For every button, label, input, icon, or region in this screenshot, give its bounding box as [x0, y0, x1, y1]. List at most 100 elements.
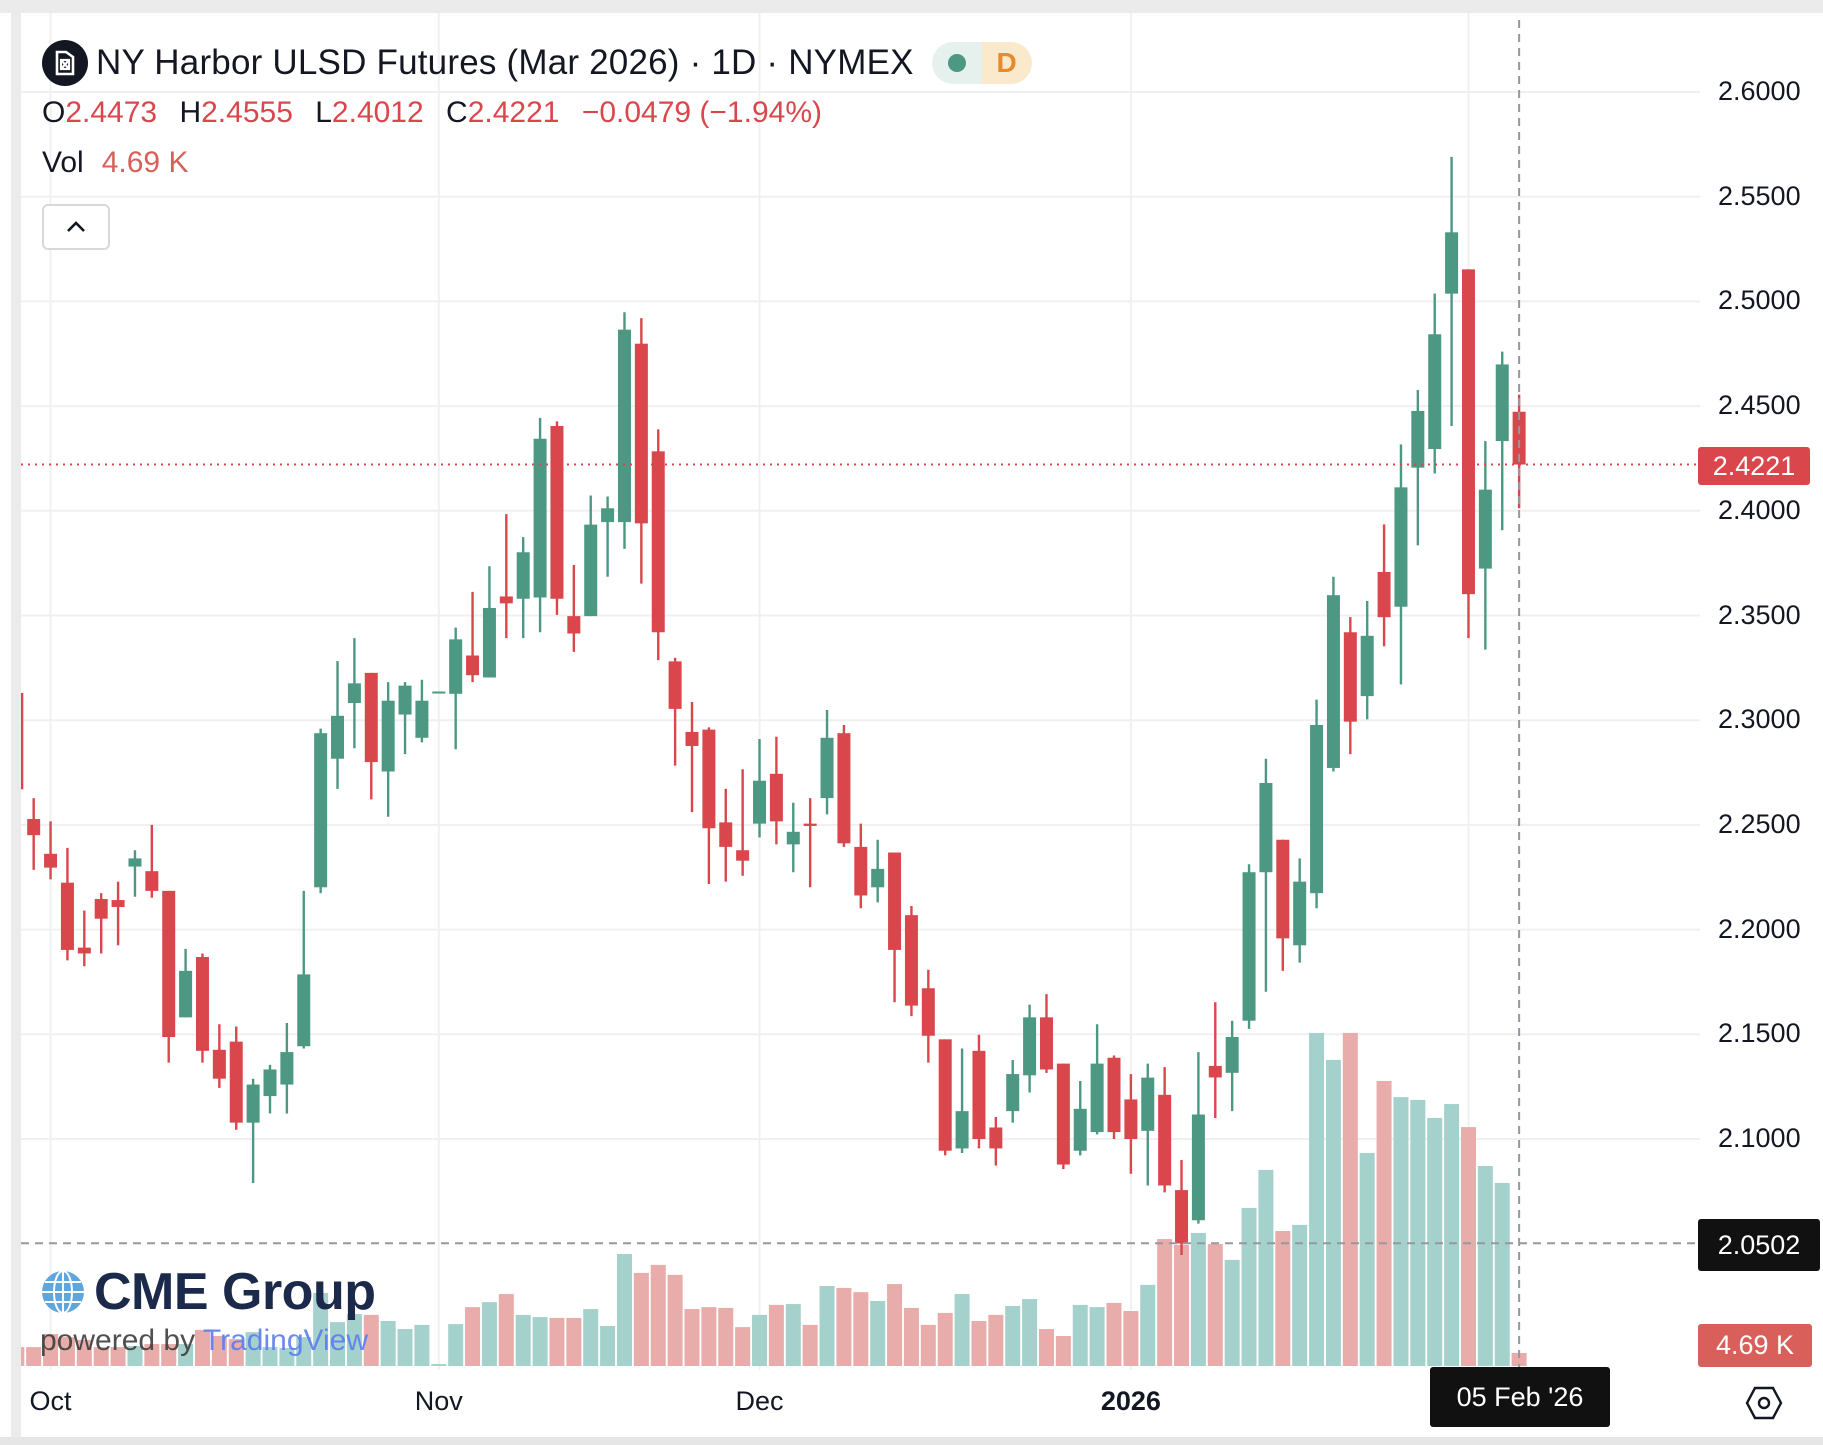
volume-bar	[178, 1344, 194, 1366]
collapse-legend-button[interactable]	[42, 204, 110, 250]
volume-bar	[1072, 1304, 1088, 1366]
volume-bar	[448, 1324, 464, 1366]
volume-bar	[1292, 1224, 1308, 1366]
candle	[617, 312, 631, 549]
symbol-title[interactable]: NY Harbor ULSD Futures (Mar 2026) · 1D ·…	[96, 43, 914, 82]
volume-bar	[1359, 1152, 1375, 1366]
candle-body	[364, 672, 378, 763]
candle	[398, 682, 412, 755]
volume-bar	[785, 1304, 801, 1366]
candle-body	[601, 508, 615, 523]
candle-body	[398, 685, 412, 715]
candle-body	[1191, 1114, 1205, 1221]
candle-body	[1175, 1190, 1189, 1244]
volume-bar	[853, 1292, 869, 1366]
candle	[280, 1022, 294, 1114]
candle	[820, 709, 834, 815]
time-tick-label: Dec	[735, 1386, 784, 1416]
crosshair-date-tag: 05 Feb '26	[1430, 1367, 1610, 1427]
candle-body	[280, 1052, 294, 1085]
settings-hexagon-icon	[1745, 1386, 1783, 1420]
candle-body	[44, 853, 58, 868]
volume-bar	[1494, 1182, 1510, 1366]
candle	[533, 417, 547, 633]
candle-body	[533, 438, 547, 598]
candle	[364, 672, 378, 800]
candle-body	[1090, 1063, 1104, 1133]
candle-body	[736, 850, 750, 861]
candle	[1090, 1024, 1104, 1135]
volume-bar	[549, 1317, 565, 1366]
volume-bar	[1275, 1231, 1291, 1366]
candle-body	[1006, 1074, 1020, 1112]
candle-body	[753, 780, 767, 824]
volume-bar	[1258, 1169, 1274, 1366]
candle	[1394, 444, 1408, 685]
candle	[1428, 293, 1442, 474]
volume-bar	[667, 1274, 683, 1366]
price-tick-label: 2.5000	[1718, 285, 1801, 316]
candle	[195, 953, 209, 1063]
candle	[1023, 1004, 1037, 1093]
candle	[331, 661, 345, 789]
volume-bar	[127, 1346, 143, 1366]
volume-bar	[465, 1307, 481, 1366]
price-tick-label: 2.3000	[1718, 704, 1801, 735]
candle	[634, 318, 648, 584]
candle	[415, 679, 429, 743]
bottom-panel-border	[0, 1437, 1823, 1445]
candle	[1293, 858, 1307, 963]
candle	[837, 725, 851, 847]
candle	[482, 566, 496, 678]
candle-body	[1259, 783, 1273, 873]
candle-body	[246, 1084, 260, 1123]
legend-title-row: NY Harbor ULSD Futures (Mar 2026) · 1D ·…	[42, 40, 1032, 86]
candle-body	[162, 890, 176, 1038]
volume-bar	[1207, 1244, 1223, 1366]
candle	[1225, 1020, 1239, 1112]
volume-bar	[21, 1347, 25, 1366]
market-status-badge[interactable]: D	[931, 42, 1032, 84]
candle	[212, 1024, 226, 1088]
volume-bar	[1123, 1311, 1139, 1366]
volume-bar	[1241, 1207, 1257, 1366]
candle	[179, 948, 193, 1018]
candle	[1242, 864, 1256, 1029]
candle	[1208, 1002, 1222, 1119]
volume-bar	[701, 1307, 717, 1366]
candle-body	[668, 661, 682, 709]
chart-settings-button[interactable]	[1745, 1386, 1783, 1425]
candle-body	[617, 329, 631, 523]
volume-bar	[1342, 1032, 1358, 1366]
candle	[27, 798, 41, 870]
close-value: 2.4221	[467, 96, 560, 129]
volume-bar	[819, 1286, 835, 1366]
candle-body	[1461, 269, 1475, 595]
volume-bar	[1089, 1307, 1105, 1366]
time-tick-label: 2026	[1100, 1386, 1161, 1416]
candle	[769, 736, 783, 845]
volume-bar	[920, 1324, 936, 1366]
volume-bar	[1376, 1081, 1392, 1366]
candle-body	[1056, 1063, 1070, 1165]
candle-body	[229, 1041, 243, 1123]
volume-bar	[1477, 1166, 1493, 1366]
grid-lines	[21, 13, 1700, 1370]
candle-body	[60, 882, 74, 950]
volume-bar	[988, 1314, 1004, 1366]
volume-bar	[752, 1314, 768, 1366]
candle-body	[651, 451, 665, 633]
candle	[347, 638, 361, 749]
candle-body	[347, 683, 361, 704]
crosshair-price-tag: 2.0502	[1698, 1219, 1820, 1271]
candle-body	[1023, 1017, 1037, 1076]
volume-bar	[194, 1329, 210, 1366]
volume-bar	[211, 1336, 227, 1366]
volume-bar	[59, 1337, 75, 1366]
volume-bar	[279, 1347, 295, 1366]
candle	[1360, 601, 1374, 720]
candle-body	[1394, 487, 1408, 607]
candle-body	[1495, 364, 1509, 442]
price-tick-label: 2.4500	[1718, 390, 1801, 421]
